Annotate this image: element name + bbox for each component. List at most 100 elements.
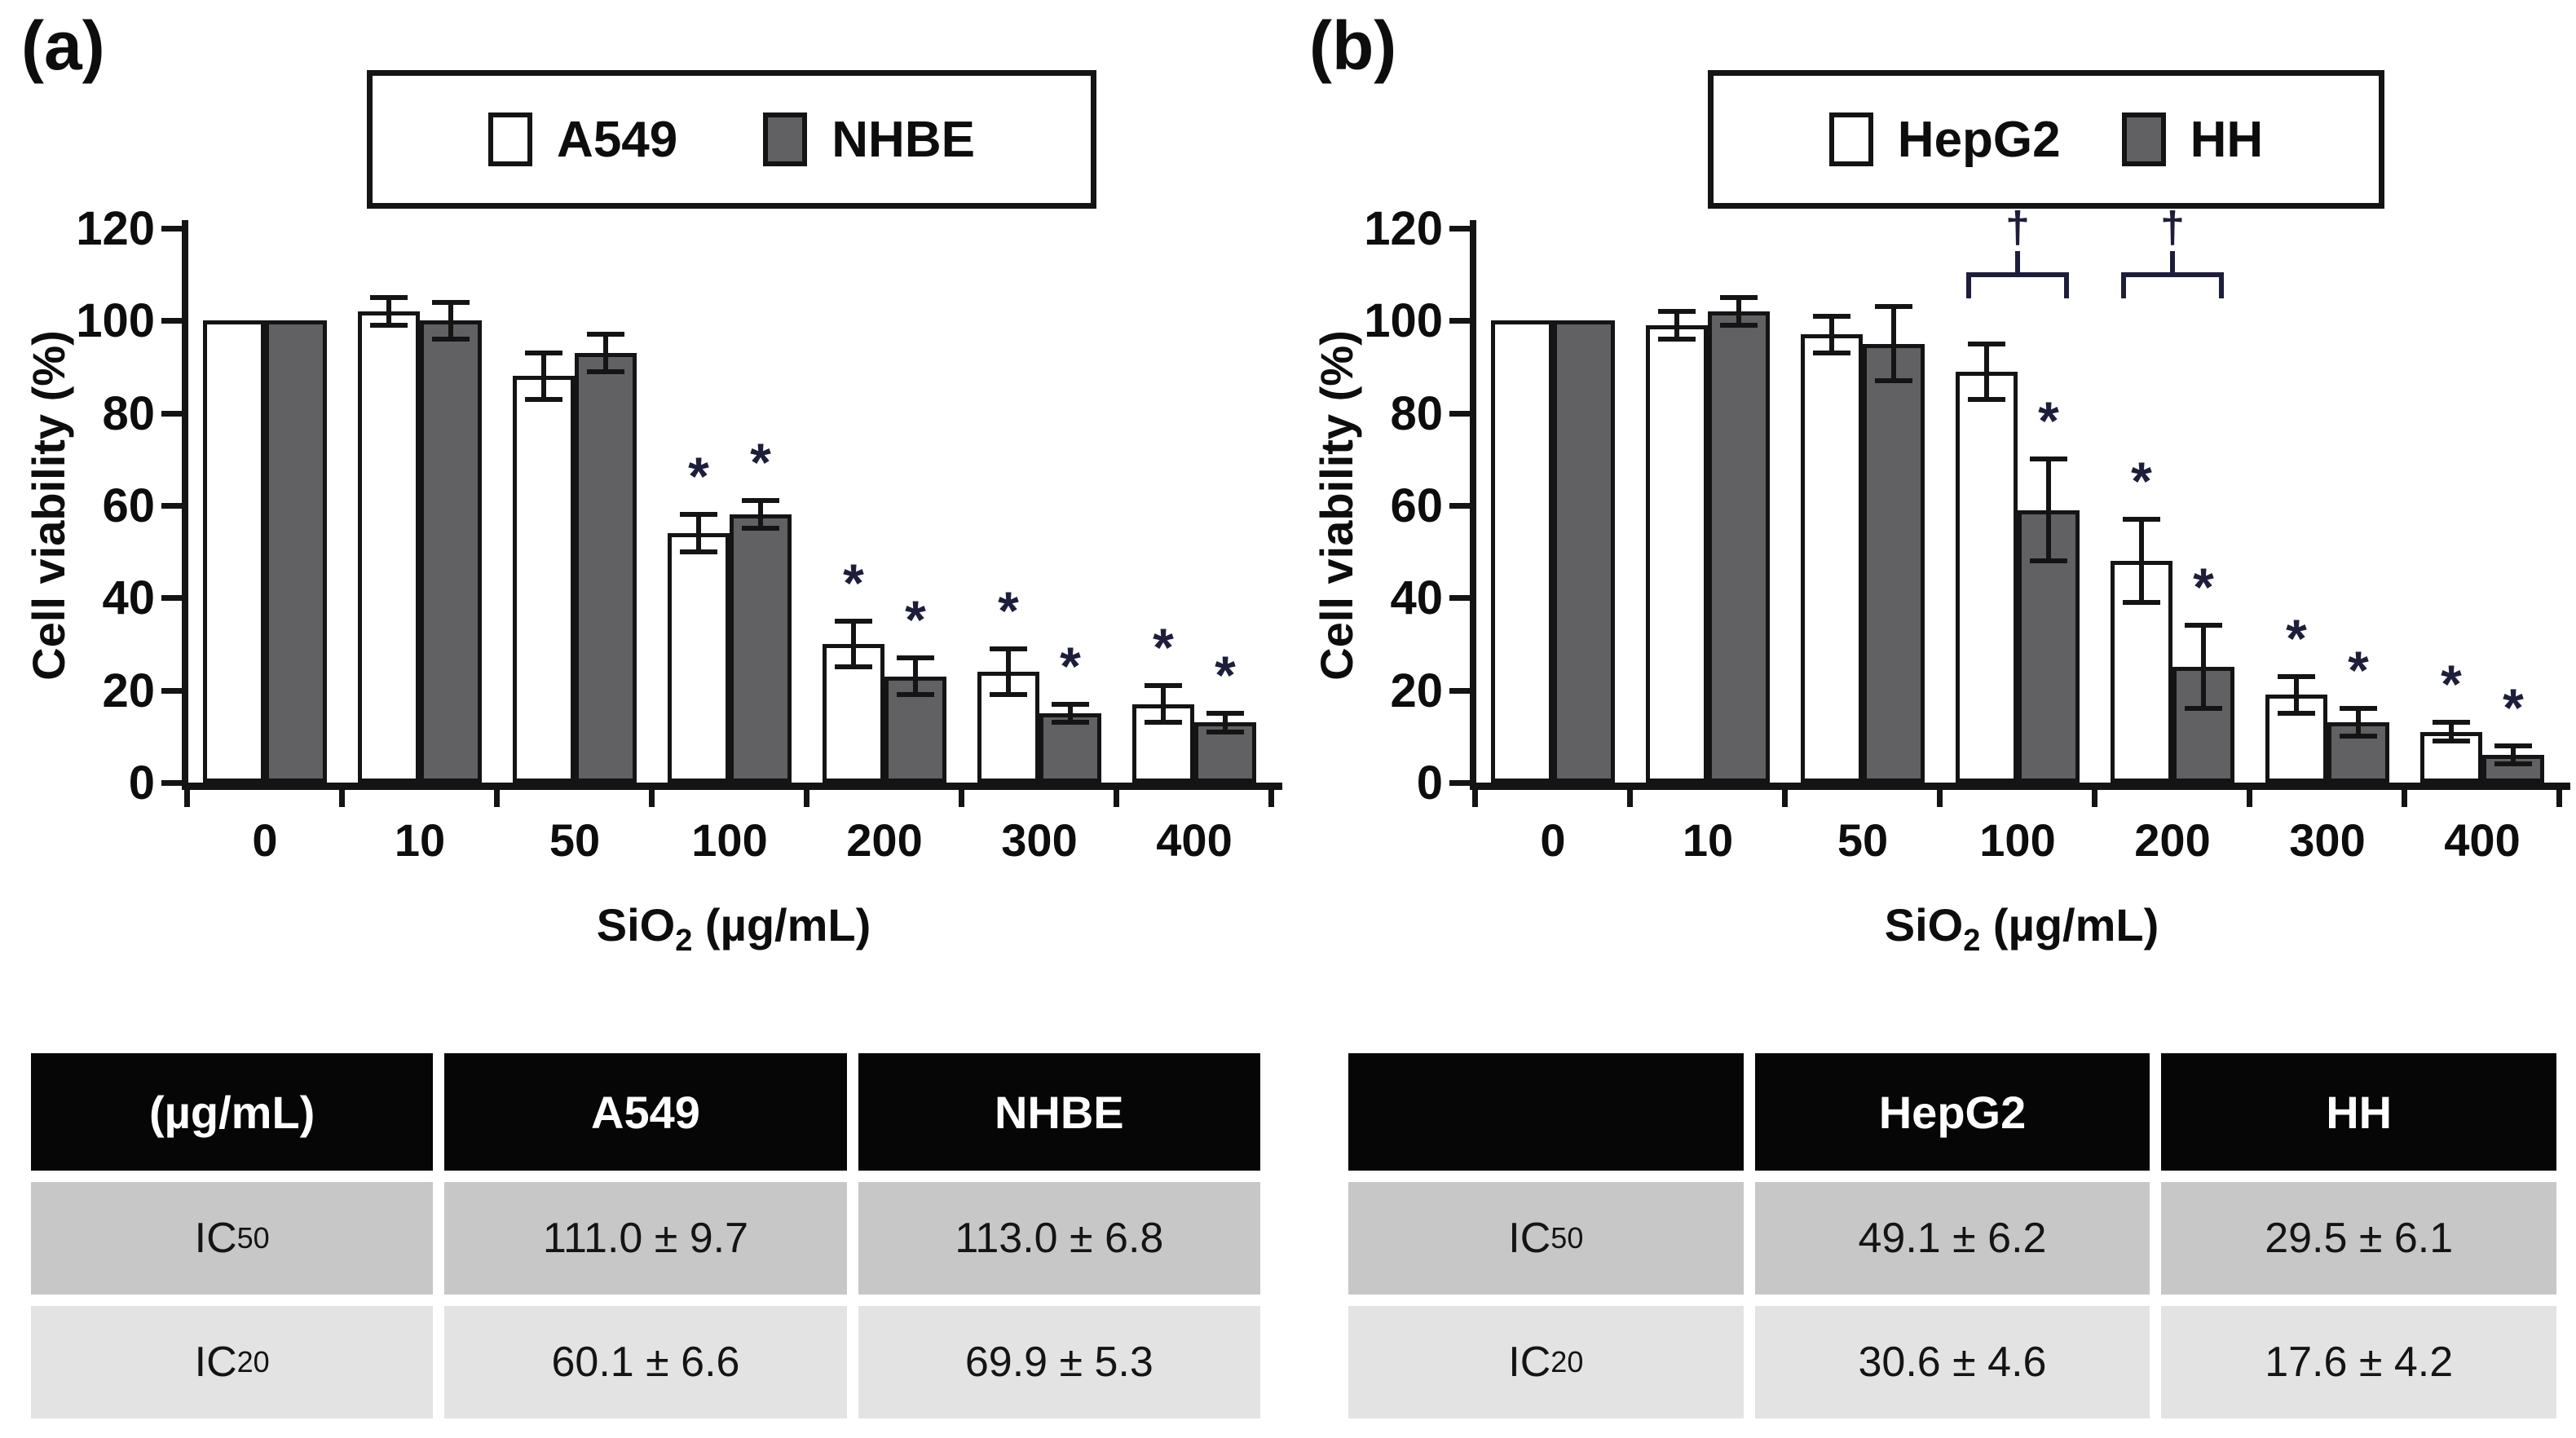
error-bar-stem bbox=[913, 658, 918, 695]
y-axis-tick-label: 80 bbox=[1390, 386, 1443, 440]
panel-a-label: (a) bbox=[21, 7, 105, 84]
table-value-cell: 69.9 ± 5.3 bbox=[858, 1306, 1260, 1418]
error-bar-cap-top bbox=[525, 351, 562, 355]
x-axis-title: SiO2 (µg/mL) bbox=[428, 898, 1039, 959]
x-axis-tick bbox=[339, 786, 345, 807]
significance-asterisk: * bbox=[2503, 677, 2524, 738]
significance-asterisk: * bbox=[688, 446, 709, 507]
x-axis-category-label: 50 bbox=[549, 814, 601, 866]
error-bar-cap-bottom bbox=[2185, 706, 2222, 712]
error-bar-cap-top bbox=[1052, 701, 1089, 707]
error-bar-cap-top bbox=[1206, 711, 1244, 716]
table-header-cell: A549 bbox=[444, 1053, 847, 1171]
significance-asterisk: * bbox=[843, 552, 864, 613]
x-axis-category-label: 300 bbox=[2289, 814, 2366, 866]
table-row-label: IC 50 bbox=[31, 1182, 434, 1295]
error-bar-cap-top bbox=[2185, 623, 2222, 629]
y-axis-tick bbox=[161, 780, 183, 786]
dagger-bracket-stem bbox=[2170, 251, 2175, 274]
significance-asterisk: * bbox=[905, 589, 926, 650]
dagger-bracket-stem bbox=[2015, 251, 2020, 274]
x-axis-tick bbox=[1268, 786, 1274, 807]
legend-label: NHBE bbox=[831, 111, 975, 168]
bar-nhbe bbox=[265, 320, 327, 783]
x-axis-tick bbox=[494, 786, 500, 807]
x-axis-title-sub: 2 bbox=[675, 924, 693, 959]
significance-asterisk: * bbox=[1153, 617, 1174, 677]
error-bar-stem bbox=[2511, 745, 2516, 765]
x-axis-category-label: 200 bbox=[846, 814, 923, 866]
error-bar-cap-bottom bbox=[835, 664, 872, 670]
x-axis-category-label: 50 bbox=[1837, 814, 1889, 866]
error-bar-cap-top bbox=[587, 332, 624, 337]
legend-item-a549: A549 bbox=[488, 111, 677, 169]
panel-b-label: (b) bbox=[1309, 7, 1397, 84]
x-axis-title-rest: (µg/mL) bbox=[692, 899, 871, 951]
x-axis-category-label: 100 bbox=[691, 814, 768, 866]
significance-asterisk: * bbox=[2193, 557, 2214, 618]
x-axis-category-label: 400 bbox=[1156, 814, 1233, 866]
table-header-cell: (µg/mL) bbox=[31, 1053, 434, 1171]
error-bar-cap-bottom bbox=[2340, 734, 2377, 739]
error-bar-cap-bottom bbox=[1720, 323, 1758, 328]
y-axis-tick-label: 120 bbox=[76, 202, 155, 255]
error-bar-cap-bottom bbox=[680, 549, 717, 554]
y-axis-line bbox=[182, 220, 188, 789]
error-bar-cap-bottom bbox=[370, 323, 408, 328]
error-bar-stem bbox=[541, 353, 546, 399]
error-bar-stem bbox=[851, 620, 856, 668]
x-axis-category-label: 0 bbox=[1540, 814, 1566, 866]
error-bar-stem bbox=[2201, 625, 2206, 709]
significance-asterisk: * bbox=[2441, 654, 2462, 715]
y-axis-tick bbox=[161, 595, 183, 602]
y-axis-tick bbox=[161, 687, 183, 694]
error-bar-cap-top bbox=[2123, 517, 2160, 522]
bar-nhbe bbox=[730, 514, 792, 783]
error-bar-cap-bottom bbox=[2278, 711, 2315, 716]
y-axis-tick-label: 0 bbox=[128, 756, 155, 809]
error-bar-cap-bottom bbox=[1145, 720, 1182, 726]
error-bar-stem bbox=[2139, 519, 2144, 602]
y-axis-tick-label: 100 bbox=[1364, 294, 1443, 348]
error-bar-cap-top bbox=[432, 299, 470, 305]
error-bar-cap-bottom bbox=[2030, 558, 2067, 563]
y-axis-tick-label: 60 bbox=[102, 479, 155, 532]
bar-a549 bbox=[513, 376, 575, 783]
legend-item-nhbe: NHBE bbox=[763, 111, 975, 169]
error-bar-cap-top bbox=[2030, 457, 2067, 462]
table-header-cell: HH bbox=[2161, 1053, 2556, 1171]
y-axis-tick bbox=[1449, 410, 1471, 417]
bar-hh bbox=[1553, 320, 1615, 783]
error-bar-stem bbox=[603, 334, 608, 372]
panel-b: (b) HepG2 HH Cell viability (%) SiO2 (µg/… bbox=[1288, 0, 2576, 1438]
dagger-bracket bbox=[2121, 272, 2224, 298]
bar-hepg2 bbox=[1646, 325, 1708, 783]
bar-hh bbox=[1708, 311, 1770, 783]
bar-nhbe bbox=[575, 353, 637, 783]
table-header-cell: NHBE bbox=[858, 1053, 1260, 1171]
error-bar-cap-top bbox=[1813, 313, 1850, 319]
y-axis-tick bbox=[161, 318, 183, 324]
error-bar-cap-top bbox=[680, 512, 717, 518]
error-bar-cap-top bbox=[370, 295, 408, 300]
table-value-cell: 17.6 ± 4.2 bbox=[2161, 1306, 2556, 1418]
error-bar-stem bbox=[1006, 648, 1011, 695]
legend-item-hepg2: HepG2 bbox=[1828, 111, 2061, 169]
dagger-symbol: † bbox=[2005, 203, 2031, 252]
legend-panel-b: HepG2 HH bbox=[1708, 70, 2384, 209]
error-bar-cap-bottom bbox=[432, 337, 470, 342]
x-axis-tick bbox=[1627, 786, 1633, 807]
x-axis-category-label: 0 bbox=[252, 814, 278, 866]
table-row-label: IC 20 bbox=[31, 1306, 434, 1418]
error-bar-stem bbox=[1891, 307, 1896, 381]
error-bar-stem bbox=[1736, 298, 1741, 325]
error-bar-stem bbox=[386, 298, 391, 325]
error-bar-cap-bottom bbox=[1206, 729, 1244, 734]
error-bar-cap-top bbox=[2494, 743, 2532, 748]
panel-a: (a) A549 NHBE Cell viability (%) SiO2 (µg… bbox=[21, 7, 1282, 1418]
table-row-label: IC 50 bbox=[1348, 1182, 1744, 1295]
table-value-cell: 30.6 ± 4.6 bbox=[1754, 1306, 2150, 1418]
error-bar-cap-bottom bbox=[742, 526, 779, 532]
error-bar-cap-bottom bbox=[2123, 600, 2160, 605]
